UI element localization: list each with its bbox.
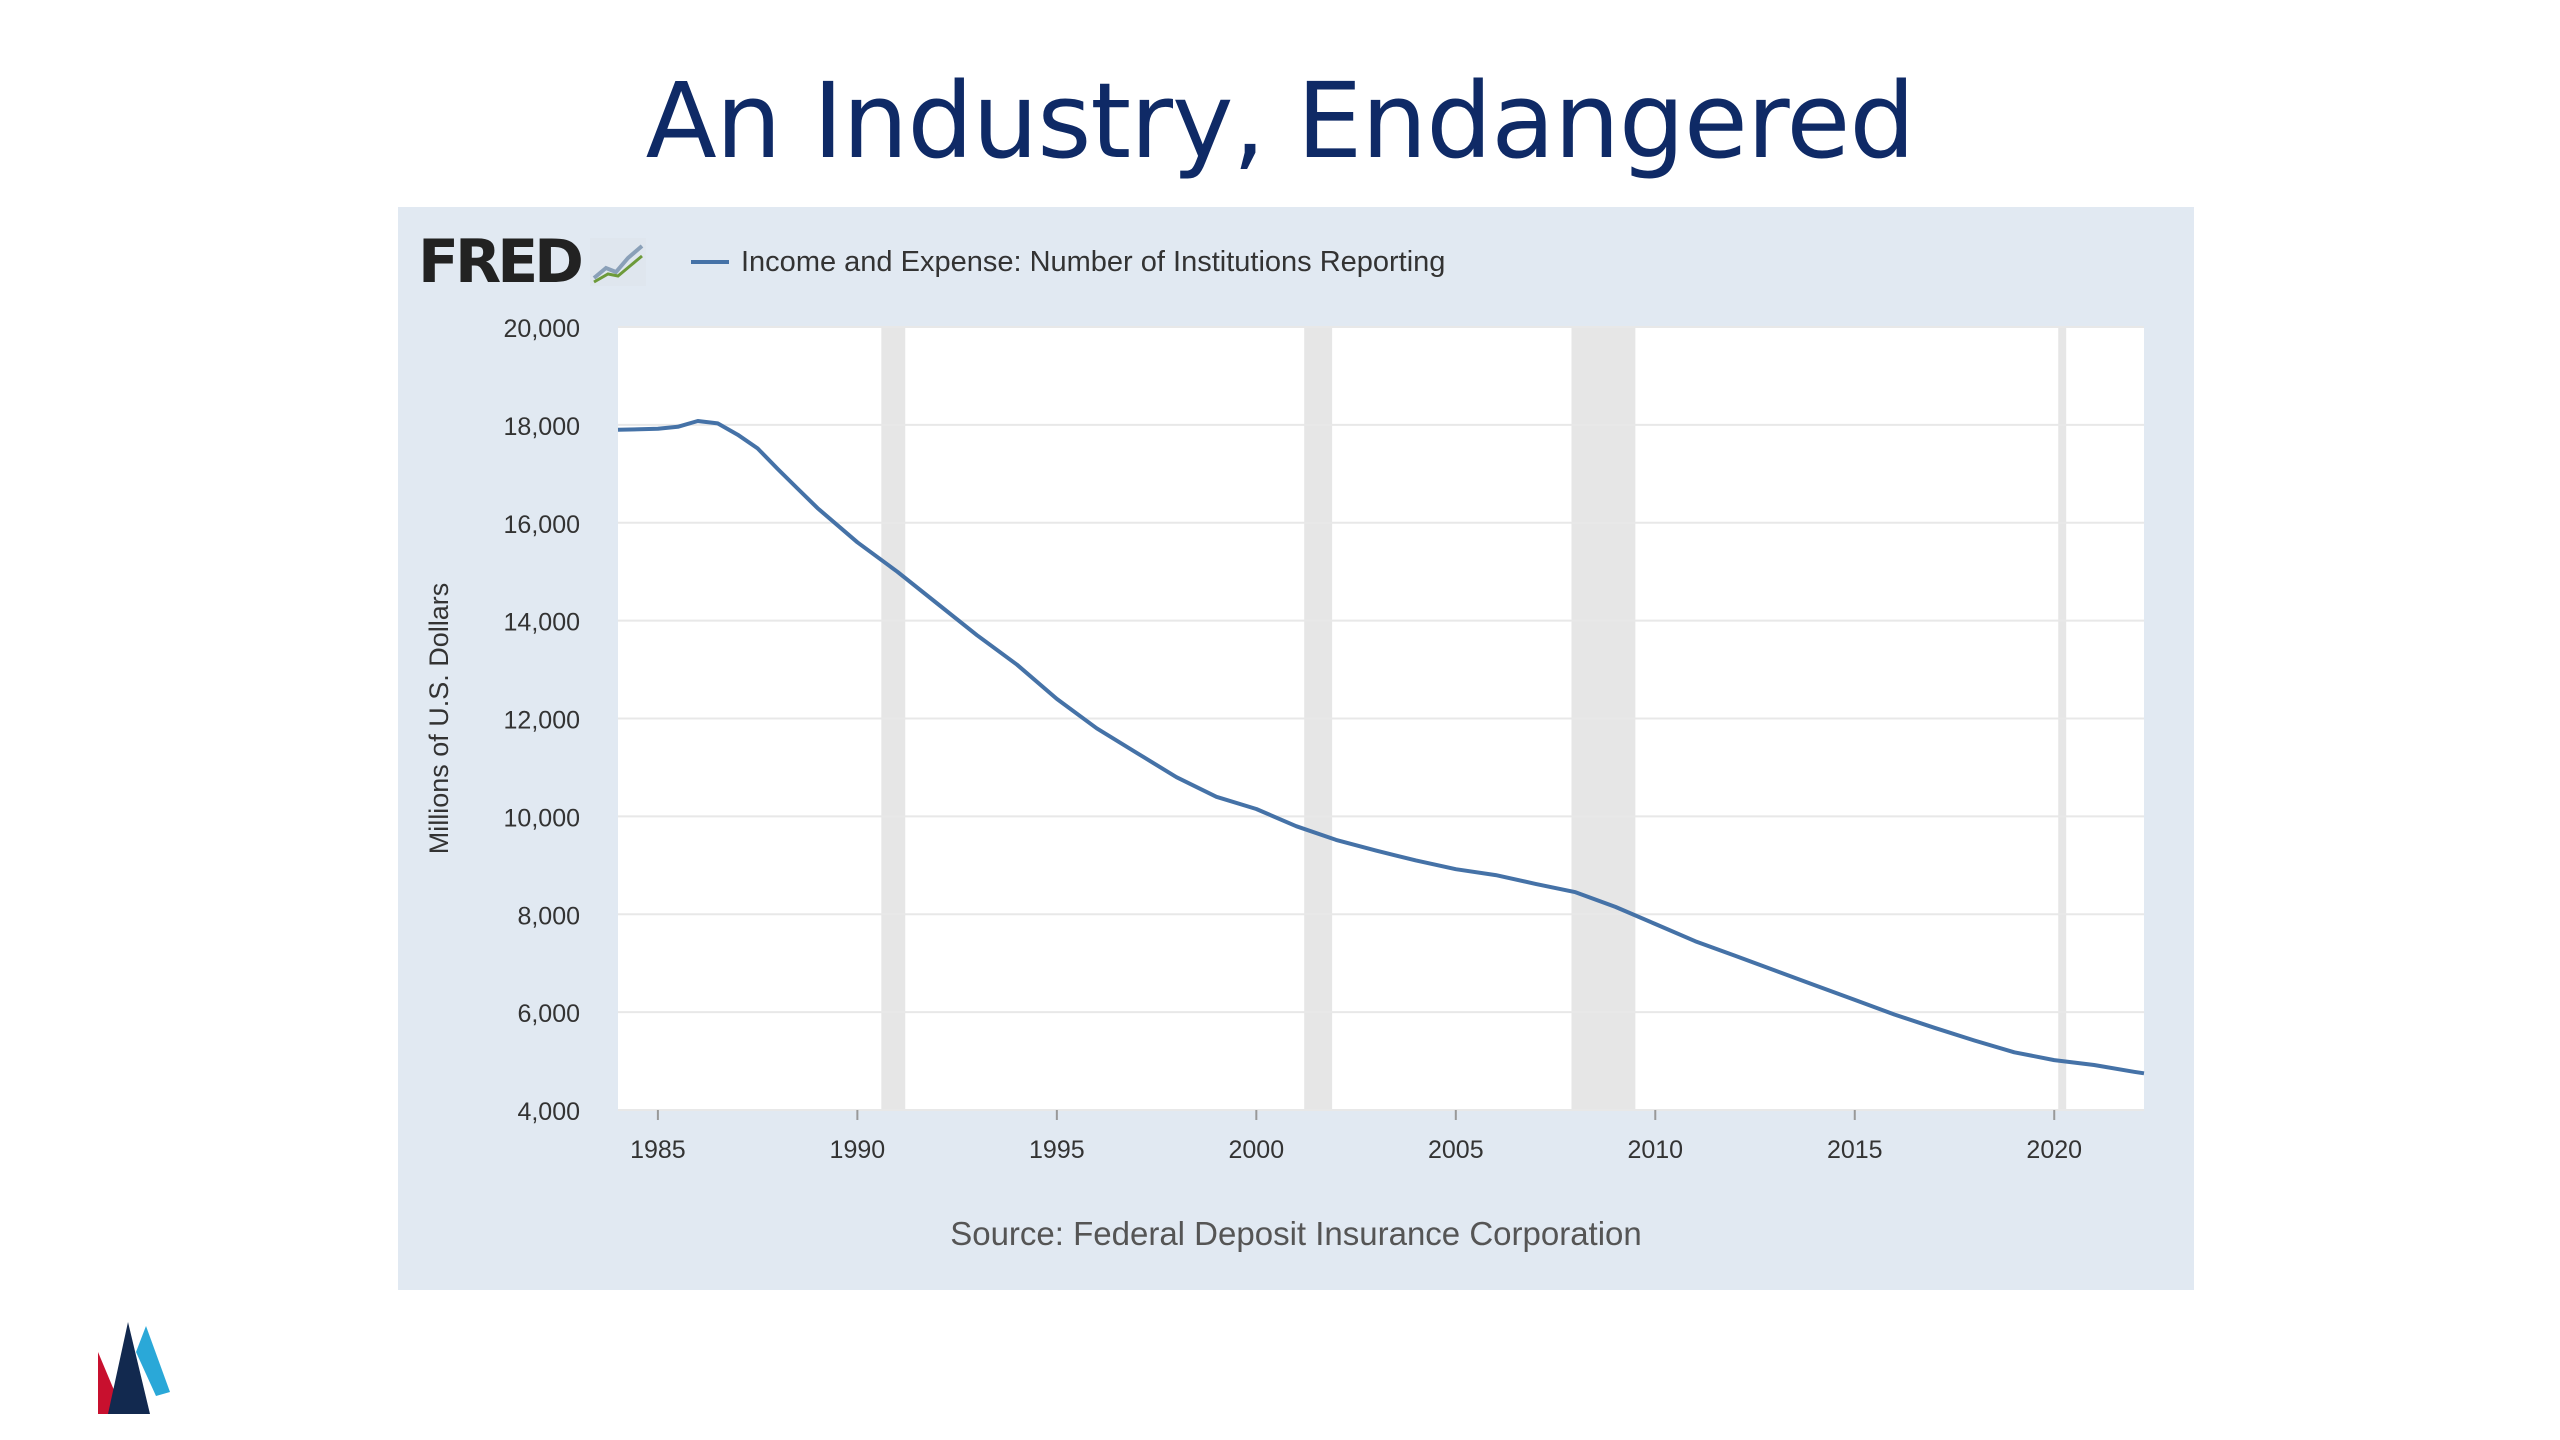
fred-chart-icon (589, 238, 646, 286)
fred-logo[interactable]: FRED (418, 227, 646, 297)
fred-logo-text: FRED (418, 227, 584, 297)
legend-label: Income and Expense: Number of Institutio… (741, 245, 1446, 278)
sails-logo (98, 1322, 170, 1414)
line-chart: 4,000 6,000 8,000 10,000 12,000 14,000 16,000 1… (424, 315, 2145, 1164)
chart-source: Source: Federal Deposit Insurance Corpor… (950, 1215, 1642, 1252)
chart-legend: Income and Expense: Number of Institutio… (691, 237, 1445, 287)
y-tick-label: 18,000 (504, 413, 580, 441)
y-tick-label: 12,000 (504, 707, 580, 735)
x-tick-label: 1985 (630, 1136, 686, 1164)
y-tick-label: 10,000 (504, 804, 580, 832)
y-tick-label: 14,000 (504, 609, 580, 637)
x-tick-label: 2015 (1827, 1136, 1883, 1164)
x-tick-label: 1995 (1029, 1136, 1085, 1164)
chart-panel: FRED Income and Expense: Number of Insti… (398, 207, 2194, 1290)
x-tick-label: 2005 (1428, 1136, 1484, 1164)
x-tick-label: 1990 (830, 1136, 886, 1164)
x-tick-label: 2010 (1627, 1136, 1683, 1164)
y-tick-label: 6,000 (517, 1000, 580, 1028)
y-axis-label: Millions of U.S. Dollars (424, 583, 454, 855)
slide-title: An Industry, Endangered (645, 60, 1916, 182)
x-tick-label: 2020 (2026, 1136, 2082, 1164)
y-tick-label: 20,000 (504, 315, 580, 343)
series-line (617, 419, 2145, 1076)
y-tick-label: 4,000 (517, 1098, 580, 1126)
y-tick-label: 8,000 (517, 902, 580, 930)
x-tick-label: 2000 (1229, 1136, 1285, 1164)
y-tick-label: 16,000 (504, 511, 580, 539)
legend-swatch (691, 260, 729, 264)
